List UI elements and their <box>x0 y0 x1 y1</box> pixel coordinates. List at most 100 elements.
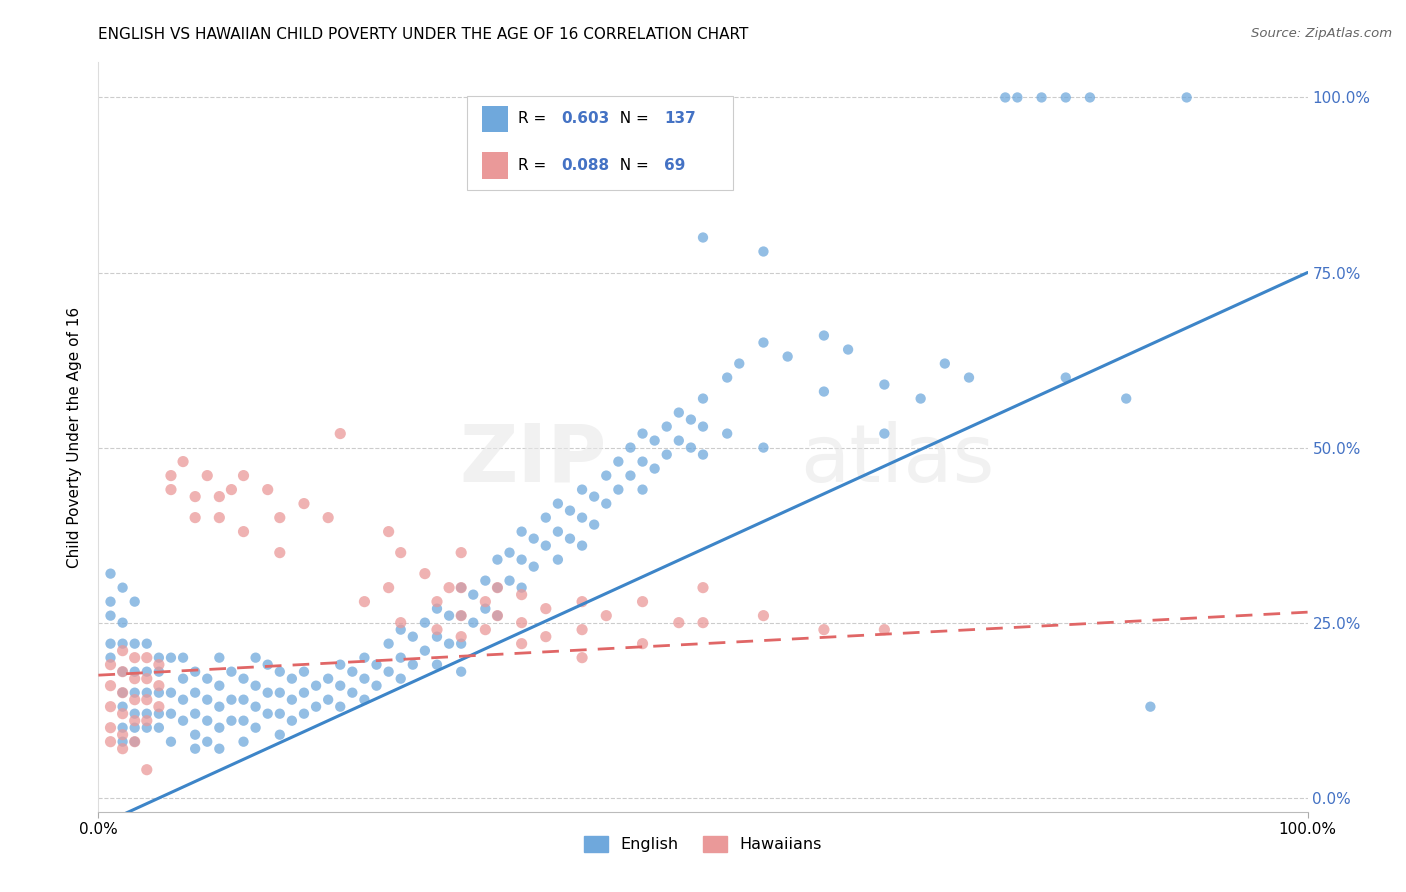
Point <box>195 468 218 483</box>
Point <box>813 328 835 343</box>
Text: R =: R = <box>517 158 551 173</box>
Point <box>450 608 472 623</box>
Point <box>813 384 835 399</box>
Point <box>329 699 352 714</box>
Point <box>510 615 533 630</box>
Point <box>148 650 170 665</box>
FancyBboxPatch shape <box>482 153 509 178</box>
Point <box>1078 90 1101 104</box>
Point <box>111 686 134 700</box>
Point <box>607 454 630 468</box>
Point <box>292 497 315 511</box>
Point <box>366 679 388 693</box>
Point <box>595 468 617 483</box>
Point <box>426 630 449 644</box>
Point <box>232 524 254 539</box>
Point <box>595 497 617 511</box>
Point <box>547 552 569 566</box>
Point <box>498 574 520 588</box>
Point <box>148 657 170 672</box>
Point <box>124 637 146 651</box>
Point <box>148 721 170 735</box>
Point <box>631 483 654 497</box>
Point <box>668 406 690 420</box>
Point <box>547 524 569 539</box>
Point <box>583 517 606 532</box>
Point <box>184 686 207 700</box>
Point <box>100 734 122 748</box>
Text: Source: ZipAtlas.com: Source: ZipAtlas.com <box>1251 27 1392 40</box>
Point <box>776 350 799 364</box>
Text: N =: N = <box>610 158 654 173</box>
Point <box>389 623 412 637</box>
Point <box>342 665 364 679</box>
Point <box>595 608 617 623</box>
Point <box>100 594 122 608</box>
Point <box>437 637 460 651</box>
Point <box>692 146 714 161</box>
Point <box>232 672 254 686</box>
Point <box>957 370 980 384</box>
Point <box>100 637 122 651</box>
Text: 69: 69 <box>664 158 686 173</box>
Point <box>353 594 375 608</box>
Point <box>389 615 412 630</box>
Point <box>184 665 207 679</box>
Point <box>111 728 134 742</box>
Point <box>135 721 157 735</box>
Point <box>316 510 339 524</box>
Point <box>124 672 146 686</box>
Point <box>437 581 460 595</box>
Point <box>389 672 412 686</box>
Point <box>498 546 520 560</box>
Point <box>873 426 896 441</box>
Point <box>1007 90 1029 104</box>
Point <box>523 532 546 546</box>
Point <box>752 441 775 455</box>
Point <box>184 490 207 504</box>
Point <box>281 714 304 728</box>
Point <box>135 692 157 706</box>
Point <box>160 483 183 497</box>
Point <box>353 692 375 706</box>
Point <box>463 615 485 630</box>
Point <box>100 679 122 693</box>
Point <box>256 686 278 700</box>
Point <box>256 483 278 497</box>
Point <box>292 706 315 721</box>
Point <box>172 454 194 468</box>
Point <box>172 650 194 665</box>
Point <box>389 650 412 665</box>
Point <box>450 608 472 623</box>
Point <box>1054 370 1077 384</box>
Point <box>148 665 170 679</box>
Point <box>534 630 557 644</box>
Point <box>195 734 218 748</box>
Point <box>679 412 702 426</box>
Point <box>160 686 183 700</box>
Point <box>474 601 496 615</box>
Point <box>256 657 278 672</box>
Point <box>655 419 678 434</box>
Point <box>679 441 702 455</box>
Point <box>292 665 315 679</box>
Point <box>1175 90 1198 104</box>
Point <box>100 721 122 735</box>
Point <box>474 594 496 608</box>
Point <box>316 692 339 706</box>
Point <box>208 721 231 735</box>
Point <box>148 706 170 721</box>
Point <box>124 692 146 706</box>
Point <box>221 665 243 679</box>
Point <box>124 714 146 728</box>
Point <box>402 630 425 644</box>
Point <box>124 734 146 748</box>
Point <box>148 699 170 714</box>
Point <box>692 448 714 462</box>
Point <box>353 650 375 665</box>
Point <box>232 714 254 728</box>
Point <box>716 370 738 384</box>
Point <box>692 392 714 406</box>
Point <box>111 665 134 679</box>
Point <box>221 714 243 728</box>
